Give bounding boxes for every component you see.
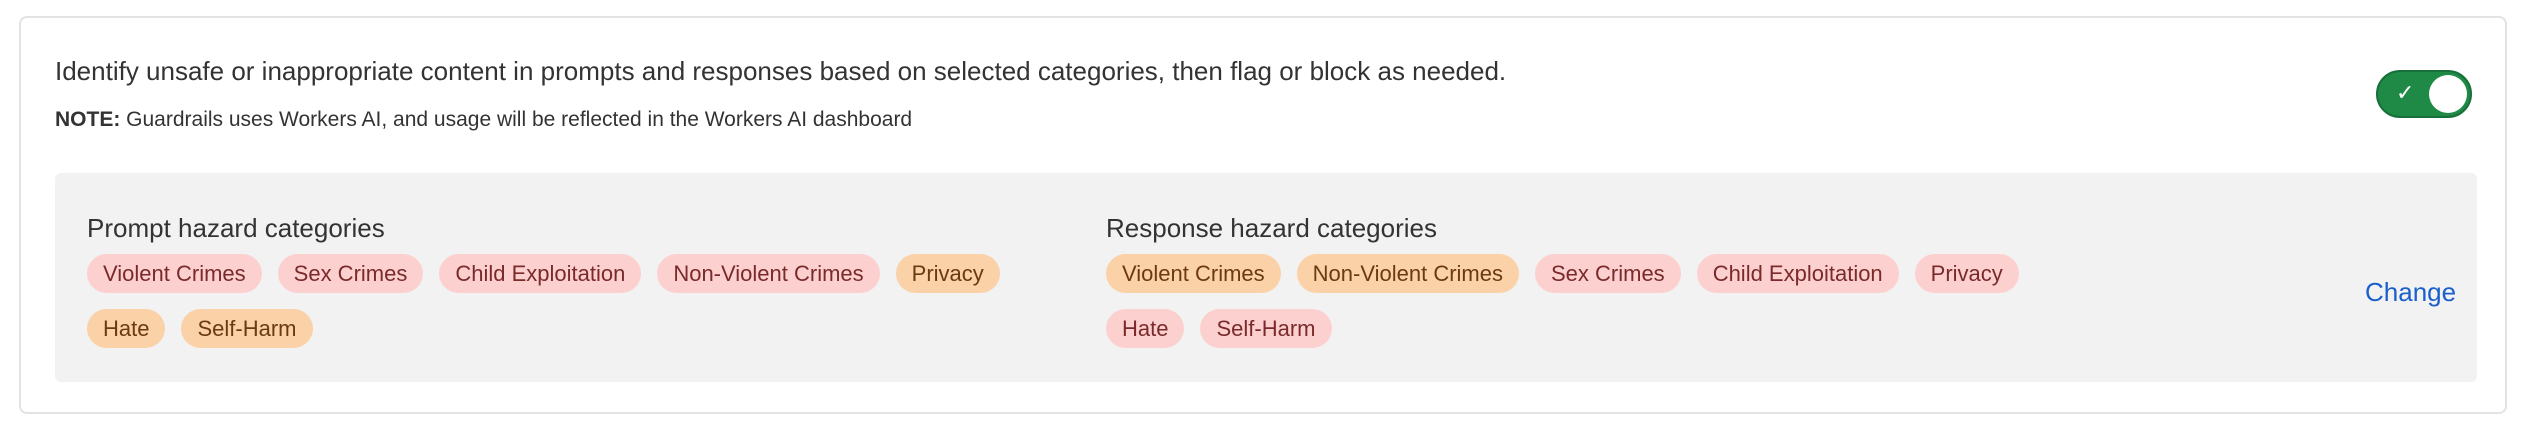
response-hazard-section: Response hazard categories Violent Crime… <box>1106 213 2106 348</box>
guardrails-toggle[interactable]: ✓ <box>2376 70 2472 118</box>
response-hazard-chip: Child Exploitation <box>1696 254 1899 293</box>
response-hazard-chip: Sex Crimes <box>1535 254 1681 293</box>
guardrails-card: Identify unsafe or inappropriate content… <box>19 16 2507 414</box>
description: Identify unsafe or inappropriate content… <box>55 56 1507 86</box>
prompt-hazard-chip: Child Exploitation <box>439 254 642 293</box>
prompt-hazard-chip: Hate <box>87 309 166 348</box>
hazard-categories-panel: Prompt hazard categories Violent Crimes S… <box>55 173 2477 382</box>
prompt-hazard-chip: Non-Violent Crimes <box>657 254 880 293</box>
response-hazard-chip: Self-Harm <box>1200 309 1332 348</box>
note-label: NOTE: <box>55 108 121 131</box>
toggle-knob <box>2429 75 2467 113</box>
prompt-hazard-chip: Self-Harm <box>181 309 313 348</box>
prompt-hazard-chip: Privacy <box>895 254 1000 293</box>
prompt-hazard-title: Prompt hazard categories <box>87 213 385 243</box>
response-chip-list: Violent Crimes Non-Violent Crimes Sex Crim… <box>1106 254 2066 348</box>
prompt-hazard-section: Prompt hazard categories Violent Crimes S… <box>87 213 1087 348</box>
response-hazard-chip: Hate <box>1106 309 1185 348</box>
change-link[interactable]: Change <box>2365 277 2457 307</box>
check-icon: ✓ <box>2396 80 2415 105</box>
prompt-hazard-chip: Sex Crimes <box>277 254 424 293</box>
response-hazard-chip: Non-Violent Crimes <box>1296 254 1519 293</box>
note: NOTE: Guardrails uses Workers AI, and us… <box>55 108 912 132</box>
note-text: Guardrails uses Workers AI, and usage wi… <box>120 108 913 131</box>
response-hazard-title: Response hazard categories <box>1106 213 1437 243</box>
response-hazard-chip: Privacy <box>1914 254 2019 293</box>
prompt-chip-list: Violent Crimes Sex Crimes Child Exploitati… <box>87 254 1047 348</box>
response-hazard-chip: Violent Crimes <box>1106 254 1281 293</box>
prompt-hazard-chip: Violent Crimes <box>87 254 262 293</box>
